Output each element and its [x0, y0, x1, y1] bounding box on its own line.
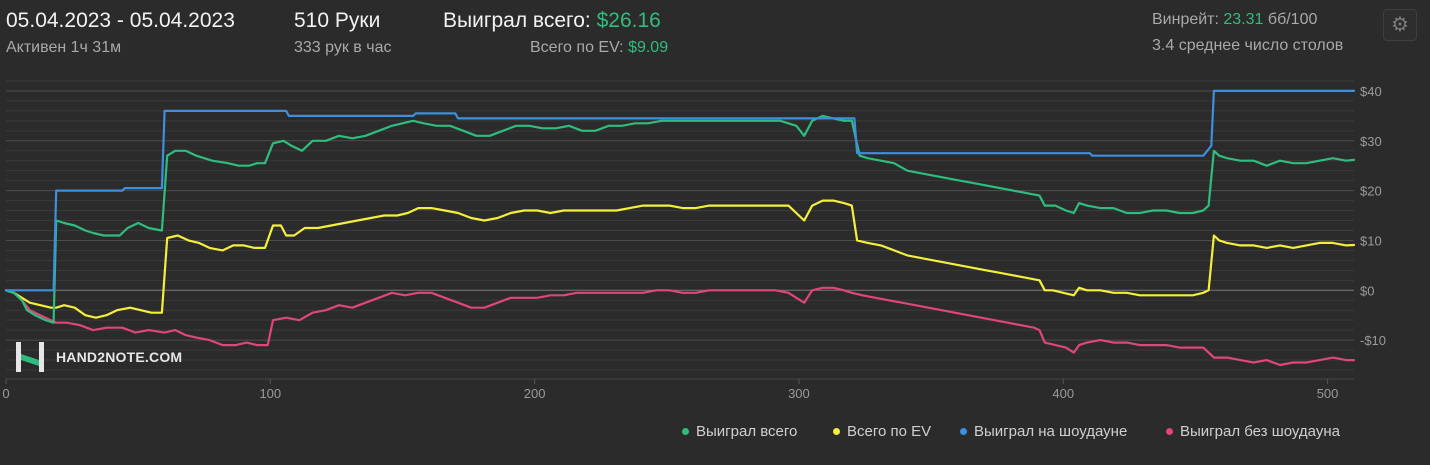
hands-count: 510 Руки: [294, 9, 381, 32]
series-line[interactable]: [4, 89, 1356, 292]
legend-label: Всего по EV: [847, 423, 932, 440]
logo: HAND2NOTE.COM: [14, 340, 194, 376]
legend-item[interactable]: Выиграл без шоудауна: [1166, 423, 1340, 440]
grid: [6, 80, 1354, 371]
winrate-unit: бб/100: [1267, 11, 1318, 28]
legend-item[interactable]: Всего по EV: [833, 423, 931, 440]
settings-button[interactable]: ⚙: [1383, 9, 1417, 41]
ev-total-label: Всего по EV:: [530, 39, 624, 56]
y-tick-label: $30: [1360, 134, 1382, 149]
date-range[interactable]: 05.04.2023 - 05.04.2023: [6, 9, 235, 32]
legend-dot-icon: [833, 427, 840, 435]
legend-item[interactable]: Выиграл на шоудауне: [960, 423, 1127, 440]
won-total-label: Выиграл всего:: [443, 9, 591, 32]
series-line[interactable]: [4, 199, 1356, 319]
legend-item[interactable]: Выиграл всего: [682, 423, 797, 440]
active-duration: Активен 1ч 31м: [6, 39, 122, 56]
chart[interactable]: $40 $30 $20 $10 $0 -$10 0 100 200 300 400 500: [0, 70, 1430, 410]
y-tick-label: -$10: [1360, 333, 1386, 348]
legend-label: Выиграл на шоудауне: [974, 423, 1128, 440]
y-tick-label: $40: [1360, 84, 1382, 99]
axes: $40 $30 $20 $10 $0 -$10 0 100 200 300 400 500: [2, 84, 1386, 401]
y-tick-label: $10: [1360, 233, 1382, 248]
hand2note-logo-icon: [16, 342, 44, 372]
winrate-label: Винрейт:: [1152, 11, 1219, 28]
legend-label: Выиграл всего: [696, 423, 798, 440]
hands-per-hour: 333 рук в час: [294, 39, 392, 56]
legend-dot-icon: [960, 427, 967, 435]
avg-tables: 3.4 среднее число столов: [1152, 37, 1344, 54]
series: [4, 89, 1356, 367]
legend-label: Выиграл без шоудауна: [1180, 423, 1340, 440]
gear-icon: ⚙: [1391, 14, 1409, 36]
x-tick-label: 0: [2, 386, 9, 401]
ev-total: Всего по EV: $9.09: [530, 39, 668, 57]
x-tick-label: 100: [259, 386, 281, 401]
y-tick-label: $20: [1360, 184, 1382, 199]
header: 05.04.2023 - 05.04.2023 Активен 1ч 31м 5…: [0, 0, 1430, 70]
won-total-value: $26.16: [596, 9, 661, 32]
logo-text: HAND2NOTE.COM: [56, 349, 183, 365]
y-tick-label: $0: [1360, 283, 1374, 298]
series-line[interactable]: [4, 114, 1356, 324]
series-line[interactable]: [4, 286, 1356, 367]
winrate-value: 23.31: [1223, 11, 1264, 28]
x-tick-label: 400: [1052, 386, 1074, 401]
x-tick-label: 200: [524, 386, 546, 401]
won-total: Выиграл всего: $26.16: [443, 9, 661, 33]
ev-total-value: $9.09: [628, 39, 669, 56]
legend-dot-icon: [682, 427, 689, 435]
legend-dot-icon: [1166, 427, 1173, 435]
x-tick-label: 500: [1317, 386, 1339, 401]
winrate: Винрейт: 23.31 бб/100: [1152, 11, 1317, 29]
legend: Выиграл всего Всего по EV Выиграл на шоуда…: [0, 423, 1430, 443]
x-tick-label: 300: [788, 386, 810, 401]
